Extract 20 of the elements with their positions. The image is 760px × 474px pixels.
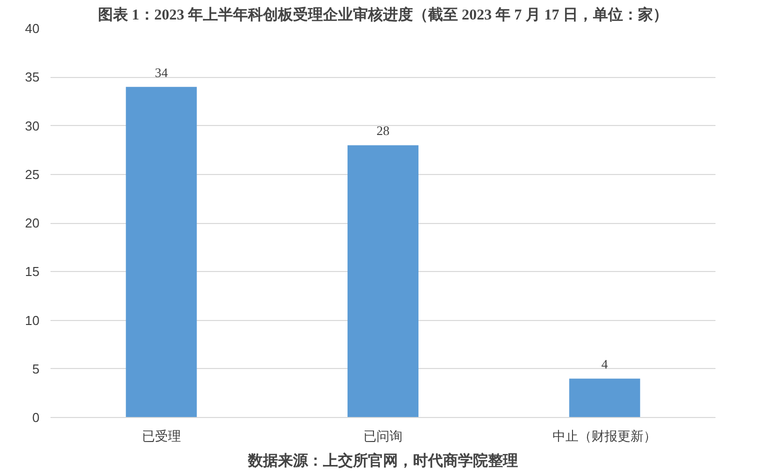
y-tick-label: 30 [25, 118, 40, 134]
source-note: 数据来源：上交所官网，时代商学院整理 [247, 452, 518, 470]
y-tick-label: 25 [25, 166, 40, 182]
y-tick-label: 20 [25, 216, 40, 230]
data-label: 28 [376, 123, 390, 138]
data-label: 4 [601, 356, 608, 372]
bar [126, 86, 197, 418]
x-tick-label: 已受理 [142, 428, 181, 444]
y-tick-label: 15 [25, 264, 40, 280]
y-tick-label: 0 [32, 410, 40, 425]
bar [569, 378, 640, 418]
y-tick-label: 10 [25, 312, 40, 328]
y-tick-label: 40 [25, 21, 40, 36]
bar [348, 145, 418, 418]
x-tick-label: 中止（财报更新） [552, 428, 657, 444]
chart-title: 图表 1：2023 年上半年科创板受理企业审核进度（截至 2023 年 7 月 17 日，单位：家） [98, 6, 668, 24]
y-tick-label: 5 [32, 361, 40, 376]
data-label: 34 [154, 64, 168, 80]
x-tick-label: 已问询 [364, 428, 402, 444]
y-tick-label: 35 [25, 70, 40, 85]
